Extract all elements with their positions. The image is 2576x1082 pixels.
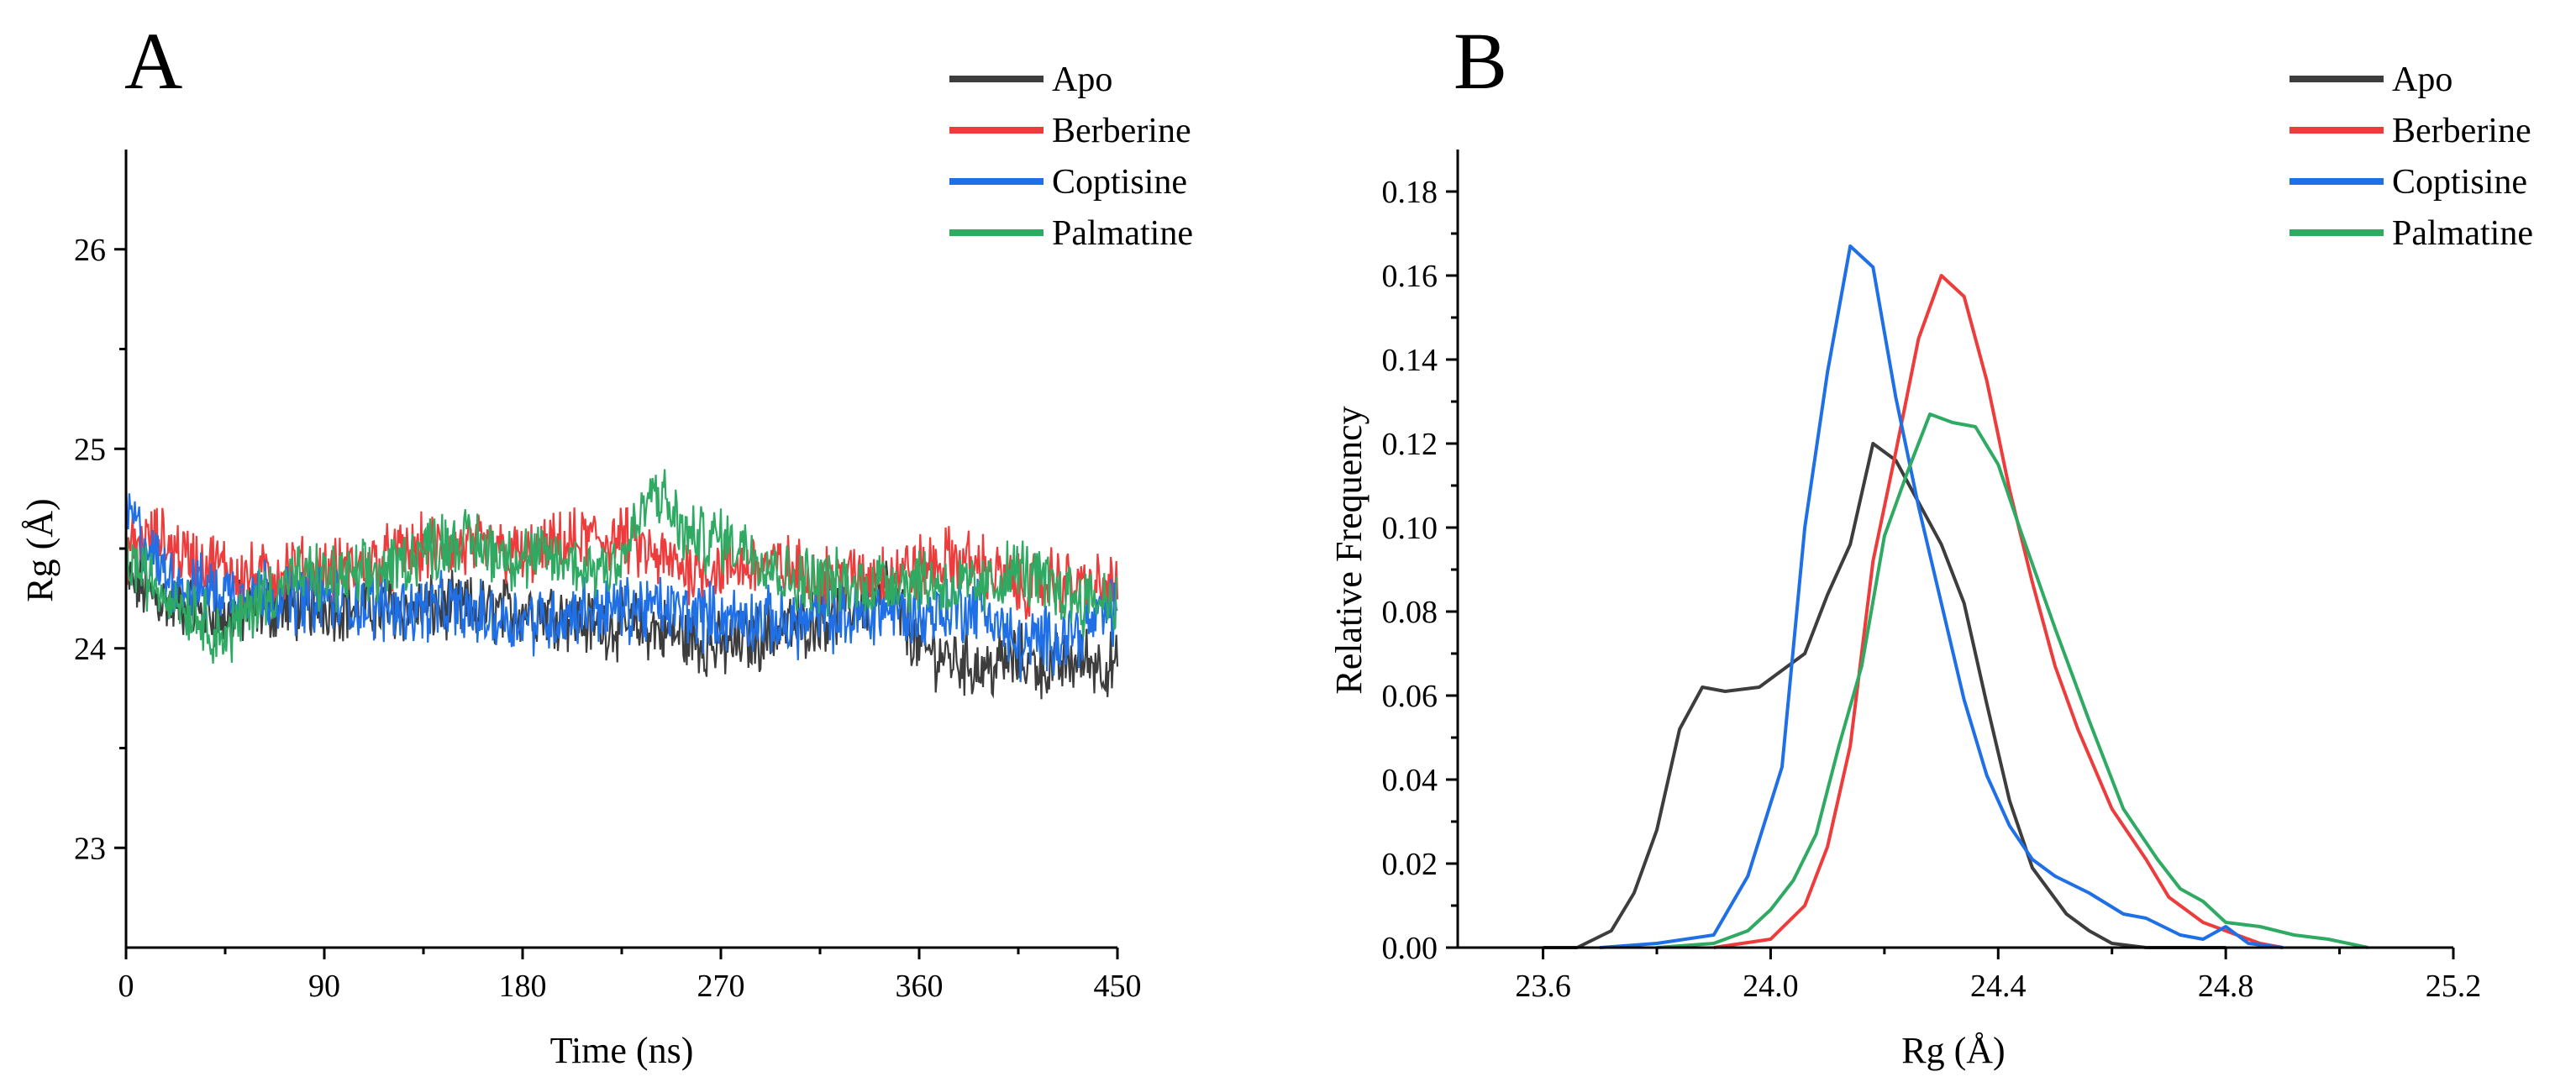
- panel-b-y-label: Relative Frequency: [1328, 406, 1369, 694]
- y-tick-label: 26: [74, 233, 106, 268]
- legend-label-coptisine: Coptisine: [2392, 163, 2527, 202]
- y-tick-label: 0.08: [1382, 595, 1438, 630]
- y-tick-label: 0.18: [1382, 175, 1438, 210]
- series-line-berberine: [1713, 274, 2284, 949]
- panel-b-label: B: [1454, 16, 1507, 106]
- series-line-apo: [1543, 442, 2226, 949]
- x-tick-label: 180: [499, 969, 547, 1004]
- legend-label-palmatine: Palmatine: [2392, 214, 2533, 253]
- legend-label-berberine: Berberine: [2392, 112, 2531, 150]
- y-tick-label: 0.00: [1382, 931, 1438, 966]
- panel-b: B 23.6 24.0 24.4 24.8 25.2 0.00 0.02 0.04 0.06 0.…: [1328, 16, 2533, 1071]
- y-tick-label: 25: [74, 432, 106, 467]
- legend-label-coptisine: Coptisine: [1052, 163, 1187, 202]
- y-tick-label: 0.16: [1382, 259, 1438, 294]
- y-tick-label: 0.12: [1382, 427, 1438, 462]
- panel-a: A 0 90 180 270 360 450 23 24 25 26 Time (ns) Rg (…: [19, 16, 1193, 1071]
- y-tick-label: 0.04: [1382, 763, 1438, 798]
- x-tick-label: 23.6: [1515, 969, 1571, 1004]
- y-tick-label: 0.14: [1382, 343, 1438, 378]
- legend-label-palmatine: Palmatine: [1052, 214, 1193, 253]
- x-tick-label: 270: [697, 969, 745, 1004]
- panel-a-plot: [124, 469, 1119, 700]
- panel-b-ticks: 23.6 24.0 24.4 24.8 25.2 0.00 0.02 0.04 0.06 0.08…: [1382, 175, 2482, 1004]
- panel-a-y-label: Rg (Å): [19, 498, 60, 601]
- legend-label-apo: Apo: [2392, 60, 2452, 99]
- panel-b-plot: [1543, 244, 2368, 949]
- x-tick-label: 450: [1094, 969, 1142, 1004]
- y-tick-label: 0.02: [1382, 847, 1438, 882]
- x-tick-label: 25.2: [2426, 969, 2482, 1004]
- panel-a-label: A: [124, 16, 182, 106]
- x-tick-label: 24.0: [1743, 969, 1799, 1004]
- panel-b-x-label: Rg (Å): [1901, 1030, 2005, 1071]
- y-tick-label: 0.06: [1382, 679, 1438, 714]
- series-line-coptisine: [1600, 244, 2284, 949]
- series-line-palmatine: [1656, 412, 2368, 949]
- panel-a-legend: Apo Berberine Coptisine Palmatine: [949, 60, 1193, 253]
- legend-label-apo: Apo: [1052, 60, 1112, 99]
- series-line-palmatine: [125, 469, 1118, 664]
- x-tick-label: 24.4: [1970, 969, 2027, 1004]
- y-tick-label: 0.10: [1382, 511, 1438, 546]
- x-tick-label: 0: [118, 969, 134, 1004]
- x-tick-label: 90: [308, 969, 340, 1004]
- y-tick-label: 24: [74, 632, 106, 667]
- panel-a-ticks: 0 90 180 270 360 450 23 24 25 26: [74, 233, 1142, 1004]
- panel-a-x-label: Time (ns): [550, 1030, 694, 1071]
- x-tick-label: 360: [896, 969, 944, 1004]
- x-tick-label: 24.8: [2198, 969, 2254, 1004]
- y-tick-label: 23: [74, 831, 106, 866]
- legend-label-berberine: Berberine: [1052, 112, 1191, 150]
- panel-b-legend: Apo Berberine Coptisine Palmatine: [2289, 60, 2533, 253]
